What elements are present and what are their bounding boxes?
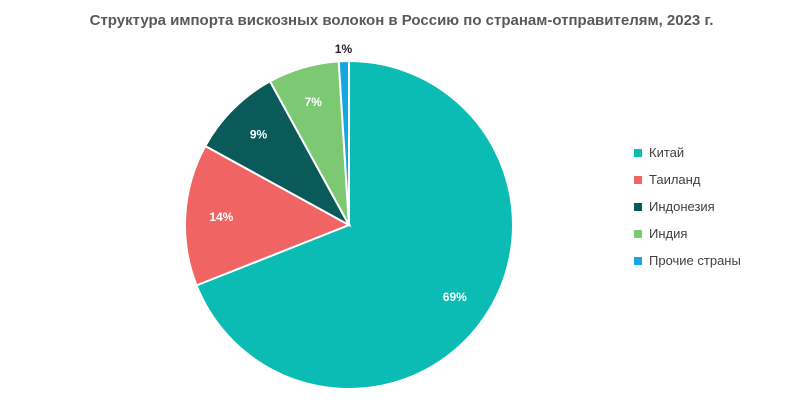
legend-label-thailand: Таиланд xyxy=(649,172,701,187)
legend-item-india[interactable]: Индия xyxy=(634,220,741,247)
chart-title: Структура импорта вискозных волокон в Ро… xyxy=(89,12,714,29)
data-label-china: 69% xyxy=(443,290,467,304)
data-label-indonesia: 9% xyxy=(250,128,268,142)
data-label-india: 7% xyxy=(305,95,323,109)
legend-item-other[interactable]: Прочие страны xyxy=(634,247,741,274)
legend-item-indonesia[interactable]: Индонезия xyxy=(634,193,741,220)
data-label-other: 1% xyxy=(335,42,353,56)
pie-slice-indonesia[interactable] xyxy=(203,79,352,228)
pie-slice-other[interactable] xyxy=(337,59,350,226)
legend-swatch-china xyxy=(634,148,642,157)
legend-swatch-india xyxy=(634,229,642,238)
legend-swatch-indonesia xyxy=(634,202,642,211)
legend-label-china: Китай xyxy=(649,145,685,160)
legend-label-indonesia: Индонезия xyxy=(649,199,715,214)
pie-slice-china[interactable] xyxy=(195,59,514,390)
legend-swatch-thailand xyxy=(634,175,642,184)
legend-item-thailand[interactable]: Таиланд xyxy=(634,166,741,193)
legend-label-india: Индия xyxy=(649,226,688,241)
legend-item-china[interactable]: Китай xyxy=(634,139,741,166)
data-label-thailand: 14% xyxy=(209,210,233,224)
legend-swatch-other xyxy=(634,256,642,265)
legend-label-other: Прочие страны xyxy=(649,253,741,268)
chart-legend: Китай Таиланд Индонезия Индия Прочие стр… xyxy=(634,139,741,274)
pie-slice-thailand[interactable] xyxy=(184,144,352,287)
